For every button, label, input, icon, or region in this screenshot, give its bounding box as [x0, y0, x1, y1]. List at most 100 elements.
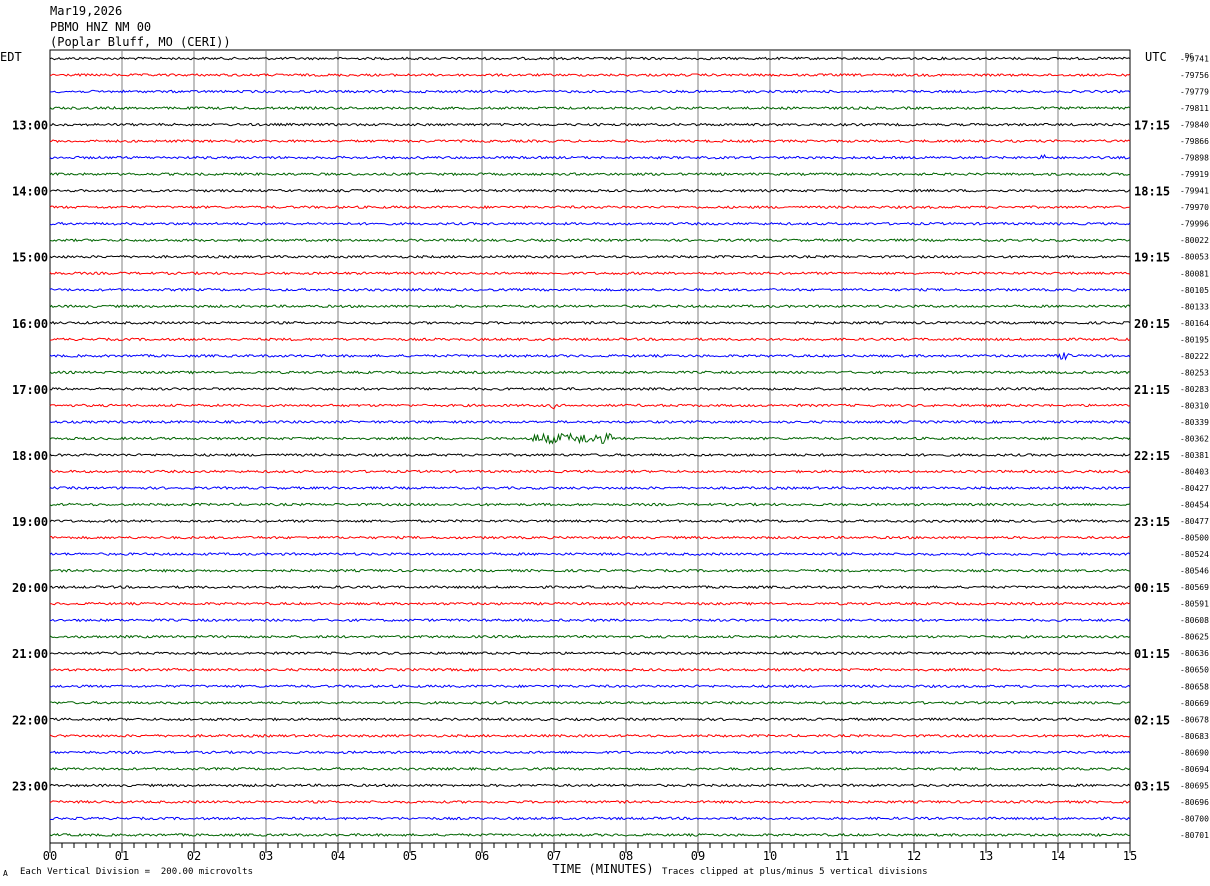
- dc-offset-label: -80695: [1180, 781, 1209, 790]
- corner-mark: A: [3, 869, 8, 878]
- dc-offset-label: -80362: [1180, 434, 1209, 443]
- dc-offset-label: -80625: [1180, 633, 1209, 642]
- dc-offset-label: -80650: [1180, 666, 1209, 675]
- seismic-trace: [49, 352, 1131, 361]
- x-tick-label: 14: [1051, 849, 1065, 863]
- seismic-trace: [49, 419, 1131, 424]
- seismic-trace: [49, 337, 1131, 342]
- dc-offset-label: -80683: [1180, 732, 1209, 741]
- utc-hour-label: 23:15: [1134, 515, 1170, 529]
- utc-hour-label: 18:15: [1134, 185, 1170, 199]
- dc-offset-label: -80608: [1180, 616, 1209, 625]
- x-tick-label: 13: [979, 849, 993, 863]
- x-tick-label: 08: [619, 849, 633, 863]
- seismic-trace: [49, 89, 1131, 94]
- seismic-trace: [49, 153, 1131, 160]
- x-tick-label: 09: [691, 849, 705, 863]
- x-tick-label: 12: [907, 849, 921, 863]
- seismic-trace: [49, 238, 1131, 243]
- dc-offset-label: -80701: [1180, 831, 1209, 840]
- dc-offset-label: -80164: [1180, 319, 1209, 328]
- utc-hour-label: 01:15: [1134, 647, 1170, 661]
- utc-hour-label: 03:15: [1134, 779, 1170, 793]
- edt-hour-label: 21:00: [12, 647, 48, 661]
- dc-offset-label: -80669: [1180, 699, 1209, 708]
- seismic-trace: [49, 486, 1131, 491]
- seismic-trace: [49, 552, 1131, 557]
- edt-hour-label: 16:00: [12, 317, 48, 331]
- seismic-trace: [49, 783, 1131, 788]
- dc-offset-label: -79996: [1180, 220, 1209, 229]
- seismic-trace: [49, 568, 1131, 573]
- seismic-trace: [49, 73, 1131, 78]
- seismic-trace: [49, 221, 1131, 226]
- dc-offset-label: -79866: [1180, 137, 1209, 146]
- utc-hour-label: 02:15: [1134, 713, 1170, 727]
- edt-hour-label: 13:00: [12, 119, 48, 133]
- seismic-trace: [49, 139, 1131, 144]
- x-tick-label: 15: [1123, 849, 1137, 863]
- dc-offset-label: -80427: [1180, 484, 1209, 493]
- dc-offset-label: -80454: [1180, 501, 1209, 510]
- dc-offset-label: -79898: [1180, 154, 1209, 163]
- dc-offset-label: -80283: [1180, 385, 1209, 394]
- seismic-trace: [49, 601, 1131, 606]
- dc-offset-label: -80591: [1180, 600, 1209, 609]
- seismic-trace: [49, 254, 1131, 259]
- dc-offset-label: -80546: [1180, 567, 1209, 576]
- dc-offset-label: -79741: [1180, 55, 1209, 64]
- edt-hour-label: 23:00: [12, 779, 48, 793]
- dc-offset-label: -80381: [1180, 451, 1209, 460]
- dc-label: DC: [1185, 52, 1193, 60]
- utc-hour-label: 20:15: [1134, 317, 1170, 331]
- x-tick-label: 05: [403, 849, 417, 863]
- dc-offset-label: -79970: [1180, 203, 1209, 212]
- seismic-trace: [49, 700, 1131, 705]
- dc-offset-label: -80403: [1180, 468, 1209, 477]
- dc-offset-label: -80690: [1180, 748, 1209, 757]
- dc-offset-label: -80636: [1180, 649, 1209, 658]
- seismic-trace: [49, 799, 1131, 804]
- seismic-trace: [49, 832, 1131, 838]
- dc-offset-label: -79779: [1180, 88, 1209, 97]
- seismic-trace: [49, 205, 1131, 210]
- scale-note: Each Vertical Division = 200.00 microvol…: [20, 867, 253, 877]
- dc-offset-label: -80195: [1180, 335, 1209, 344]
- seismic-trace: [49, 106, 1131, 111]
- dc-offset-label: -80524: [1180, 550, 1209, 559]
- seismic-trace: [49, 122, 1131, 127]
- seismic-trace: [49, 733, 1131, 738]
- station-code: PBMO HNZ NM 00: [50, 20, 152, 34]
- dc-offset-label: -80658: [1180, 682, 1209, 691]
- x-tick-label: 03: [259, 849, 273, 863]
- dc-offset-label: -79941: [1180, 187, 1209, 196]
- dc-offset-label: -80500: [1180, 534, 1209, 543]
- edt-hour-label: 19:00: [12, 515, 48, 529]
- seismic-trace: [49, 502, 1131, 507]
- edt-hour-label: 17:00: [12, 383, 48, 397]
- dc-offset-label: -80105: [1180, 286, 1209, 295]
- dc-offset-label: -80081: [1180, 269, 1209, 278]
- dc-offset-label: -80696: [1180, 798, 1209, 807]
- edt-hour-label: 22:00: [12, 713, 48, 727]
- dc-offset-label: -80477: [1180, 517, 1209, 526]
- seismic-trace: [49, 431, 1131, 445]
- dc-offset-label: -79919: [1180, 170, 1209, 179]
- seismic-trace: [49, 518, 1131, 524]
- seismic-trace: [49, 816, 1131, 821]
- edt-hour-label: 15:00: [12, 251, 48, 265]
- x-tick-label: 04: [331, 849, 345, 863]
- utc-hour-label: 21:15: [1134, 383, 1170, 397]
- seismic-trace: [49, 287, 1131, 292]
- utc-hour-label: 17:15: [1134, 119, 1170, 133]
- x-tick-label: 01: [115, 849, 129, 863]
- utc-label: UTC: [1145, 50, 1167, 64]
- edt-hour-label: 20:00: [12, 581, 48, 595]
- dc-offset-label: -79811: [1180, 104, 1209, 113]
- x-tick-label: 06: [475, 849, 489, 863]
- seismic-trace: [49, 452, 1131, 457]
- edt-label: EDT: [0, 50, 22, 64]
- x-tick-label: 10: [763, 849, 777, 863]
- seismic-trace: [49, 403, 1131, 410]
